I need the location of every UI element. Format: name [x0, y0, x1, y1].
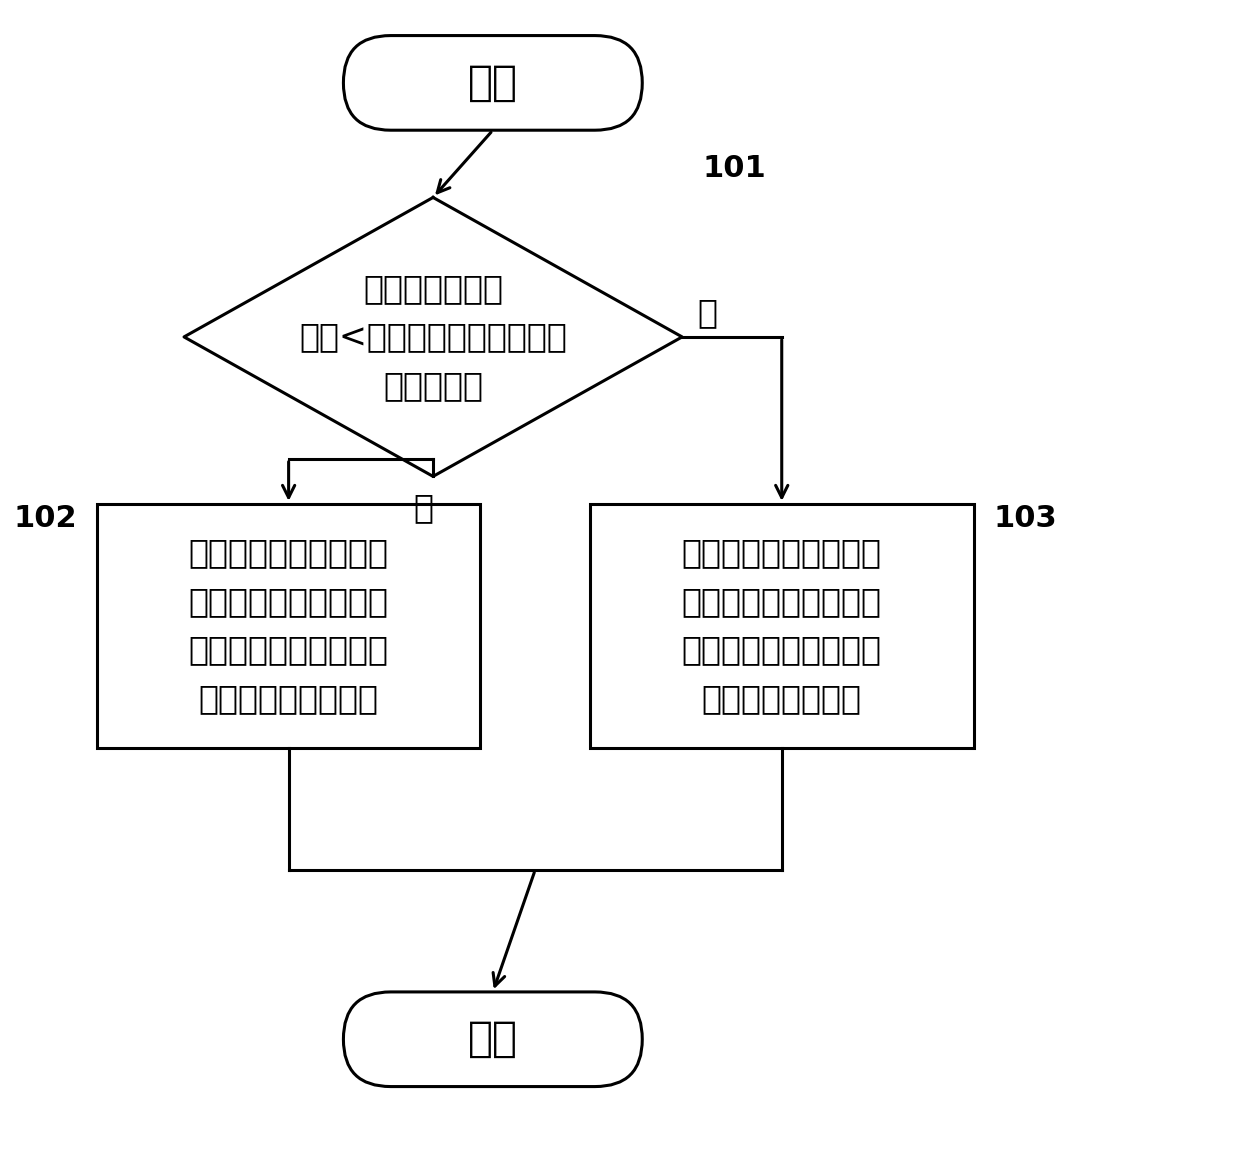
Text: 电网调度需求功
率量<所有电化学储能电站额
定容量之和: 电网调度需求功 率量<所有电化学储能电站额 定容量之和 — [299, 272, 567, 402]
Text: 开始: 开始 — [467, 62, 518, 104]
FancyBboxPatch shape — [590, 504, 973, 748]
Text: 101: 101 — [702, 154, 766, 183]
Text: 是: 是 — [413, 491, 433, 525]
Text: 结束: 结束 — [467, 1018, 518, 1060]
Text: 利用电化学储能电站的
额定功率和电网调度需
求功率量确定电化学储
能电站分配的功率: 利用电化学储能电站的 额定功率和电网调度需 求功率量确定电化学储 能电站分配的功… — [682, 536, 882, 716]
FancyBboxPatch shape — [343, 992, 642, 1087]
Text: 利用所述电化学储能电
站参与电网调度的综合
评价系数确定各电化学
储能电站分配的功率: 利用所述电化学储能电 站参与电网调度的综合 评价系数确定各电化学 储能电站分配的… — [188, 536, 388, 716]
FancyBboxPatch shape — [97, 504, 480, 748]
Polygon shape — [184, 198, 682, 476]
FancyBboxPatch shape — [343, 36, 642, 131]
Text: 103: 103 — [993, 504, 1056, 533]
Text: 102: 102 — [14, 504, 77, 533]
Text: 否: 否 — [697, 296, 717, 329]
